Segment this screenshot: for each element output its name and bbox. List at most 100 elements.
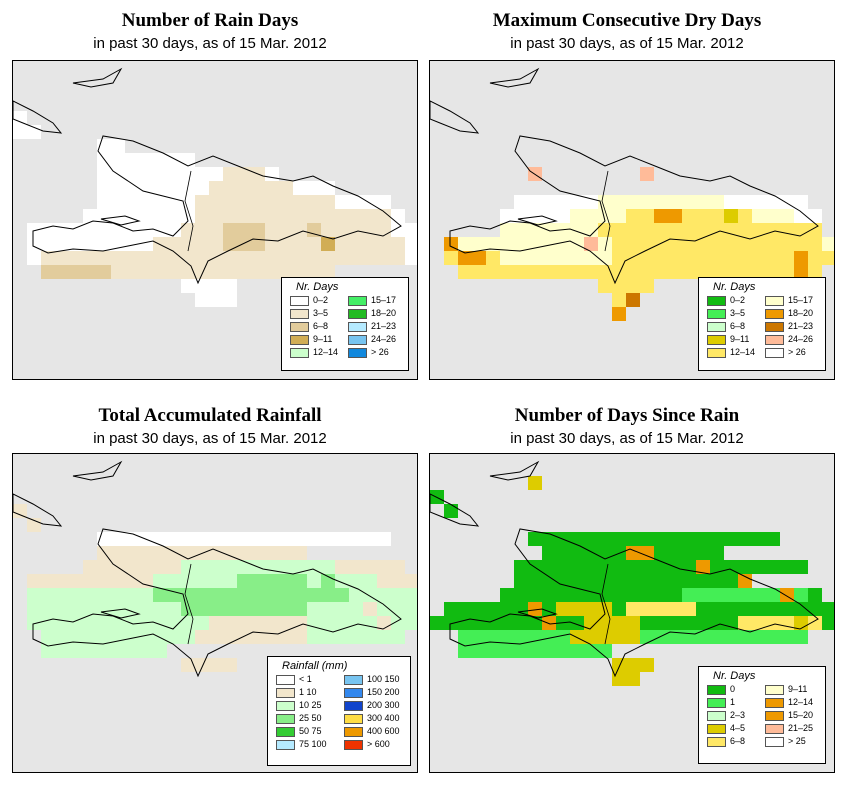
grid-cell [167, 209, 181, 223]
grid-cell [223, 237, 237, 251]
legend-swatch [707, 348, 726, 358]
grid-cell [668, 532, 682, 546]
panel-rain-days: Number of Rain Days in past 30 days, as … [0, 0, 420, 390]
grid-cell [724, 602, 738, 616]
grid-cell [500, 644, 514, 658]
grid-cell [696, 546, 710, 560]
grid-cell [570, 602, 584, 616]
grid-cell [195, 602, 209, 616]
grid-cell [808, 223, 822, 237]
grid-cell [724, 237, 738, 251]
grid-cell [752, 588, 766, 602]
grid-cell [97, 574, 111, 588]
grid-cell [752, 237, 766, 251]
legend-label: 2–3 [730, 710, 746, 720]
grid-cell [808, 602, 822, 616]
grid-cell [682, 265, 696, 279]
legend-swatch [344, 740, 363, 750]
grid-cell [209, 532, 223, 546]
legend-swatch [276, 675, 295, 685]
grid-cell [195, 574, 209, 588]
legend-label: 0–2 [313, 295, 329, 305]
grid-cell [125, 237, 139, 251]
grid-cell [752, 602, 766, 616]
grid-cell [195, 658, 209, 672]
coastline-outline [13, 67, 402, 285]
panel-title: Maximum Consecutive Dry Days [492, 10, 762, 31]
tortuga-coastline [72, 67, 123, 88]
grid-cell [153, 588, 167, 602]
grid-cell [251, 209, 265, 223]
grid-cell [279, 602, 293, 616]
grid-cell [570, 251, 584, 265]
grid-cell [570, 532, 584, 546]
grid-cell [139, 153, 153, 167]
grid-cell [321, 630, 335, 644]
map-area: Rainfall (mm) < 1 1 10 10 25 25 50 50 75 75 1… [12, 453, 418, 773]
grid-cell [710, 195, 724, 209]
grid-cell [752, 265, 766, 279]
grid-cell [458, 265, 472, 279]
grid-cell [349, 209, 363, 223]
hispaniola-coastline [449, 135, 819, 285]
grid-cell [265, 588, 279, 602]
grid-cell [97, 167, 111, 181]
grid-cell [710, 546, 724, 560]
grid-cell [405, 237, 417, 251]
grid-cell [209, 574, 223, 588]
panel-subtitle: in past 30 days, as of 15 Mar. 2012 [510, 430, 744, 447]
legend-label: > 600 [367, 739, 390, 749]
grid-cell [307, 209, 321, 223]
grid-cell [738, 574, 752, 588]
grid-cell [153, 153, 167, 167]
legend: Nr. Days 0–2 3–5 6–8 9–11 12–14 15–17 18–20 21–… [698, 277, 826, 371]
grid-cell [265, 560, 279, 574]
grid-cell [195, 265, 209, 279]
grid-cell [542, 574, 556, 588]
grid-cell [654, 237, 668, 251]
grid-cell [251, 265, 265, 279]
legend-label: 150 200 [367, 687, 400, 697]
grid-cell [125, 181, 139, 195]
grid-cell [598, 602, 612, 616]
grid-cell [766, 251, 780, 265]
legend-label: 75 100 [299, 739, 327, 749]
grid-cell [223, 574, 237, 588]
legend-label: 9–11 [313, 334, 333, 344]
grid-cell [153, 195, 167, 209]
grid-cell [125, 223, 139, 237]
grid-cell [83, 237, 97, 251]
grid-cell [181, 560, 195, 574]
grid-cell [528, 574, 542, 588]
grid-cell [556, 630, 570, 644]
border-line [601, 563, 611, 645]
grid-cell [514, 265, 528, 279]
grid-cell [626, 602, 640, 616]
legend-label: > 25 [788, 736, 806, 746]
grid-cell [500, 602, 514, 616]
grid-cell [556, 265, 570, 279]
grid-cell [279, 546, 293, 560]
grid-cell [293, 630, 307, 644]
grid-cell [794, 251, 808, 265]
grid-cell [27, 588, 41, 602]
grid-cell [738, 223, 752, 237]
grid-cell [237, 237, 251, 251]
grid-cell [640, 251, 654, 265]
grid-cell [139, 237, 153, 251]
grid-cell [153, 574, 167, 588]
grid-cell [696, 532, 710, 546]
grid-cell [279, 209, 293, 223]
grid-cell [738, 588, 752, 602]
grid-cell [780, 209, 794, 223]
grid-cell [125, 251, 139, 265]
grid-cell [640, 630, 654, 644]
grid-cell [27, 223, 41, 237]
grid-cell [556, 195, 570, 209]
grid-cell [654, 630, 668, 644]
grid-cell [808, 237, 822, 251]
grid-cell [69, 630, 83, 644]
grid-cell [542, 546, 556, 560]
grid-cell [724, 195, 738, 209]
grid-cell [97, 616, 111, 630]
